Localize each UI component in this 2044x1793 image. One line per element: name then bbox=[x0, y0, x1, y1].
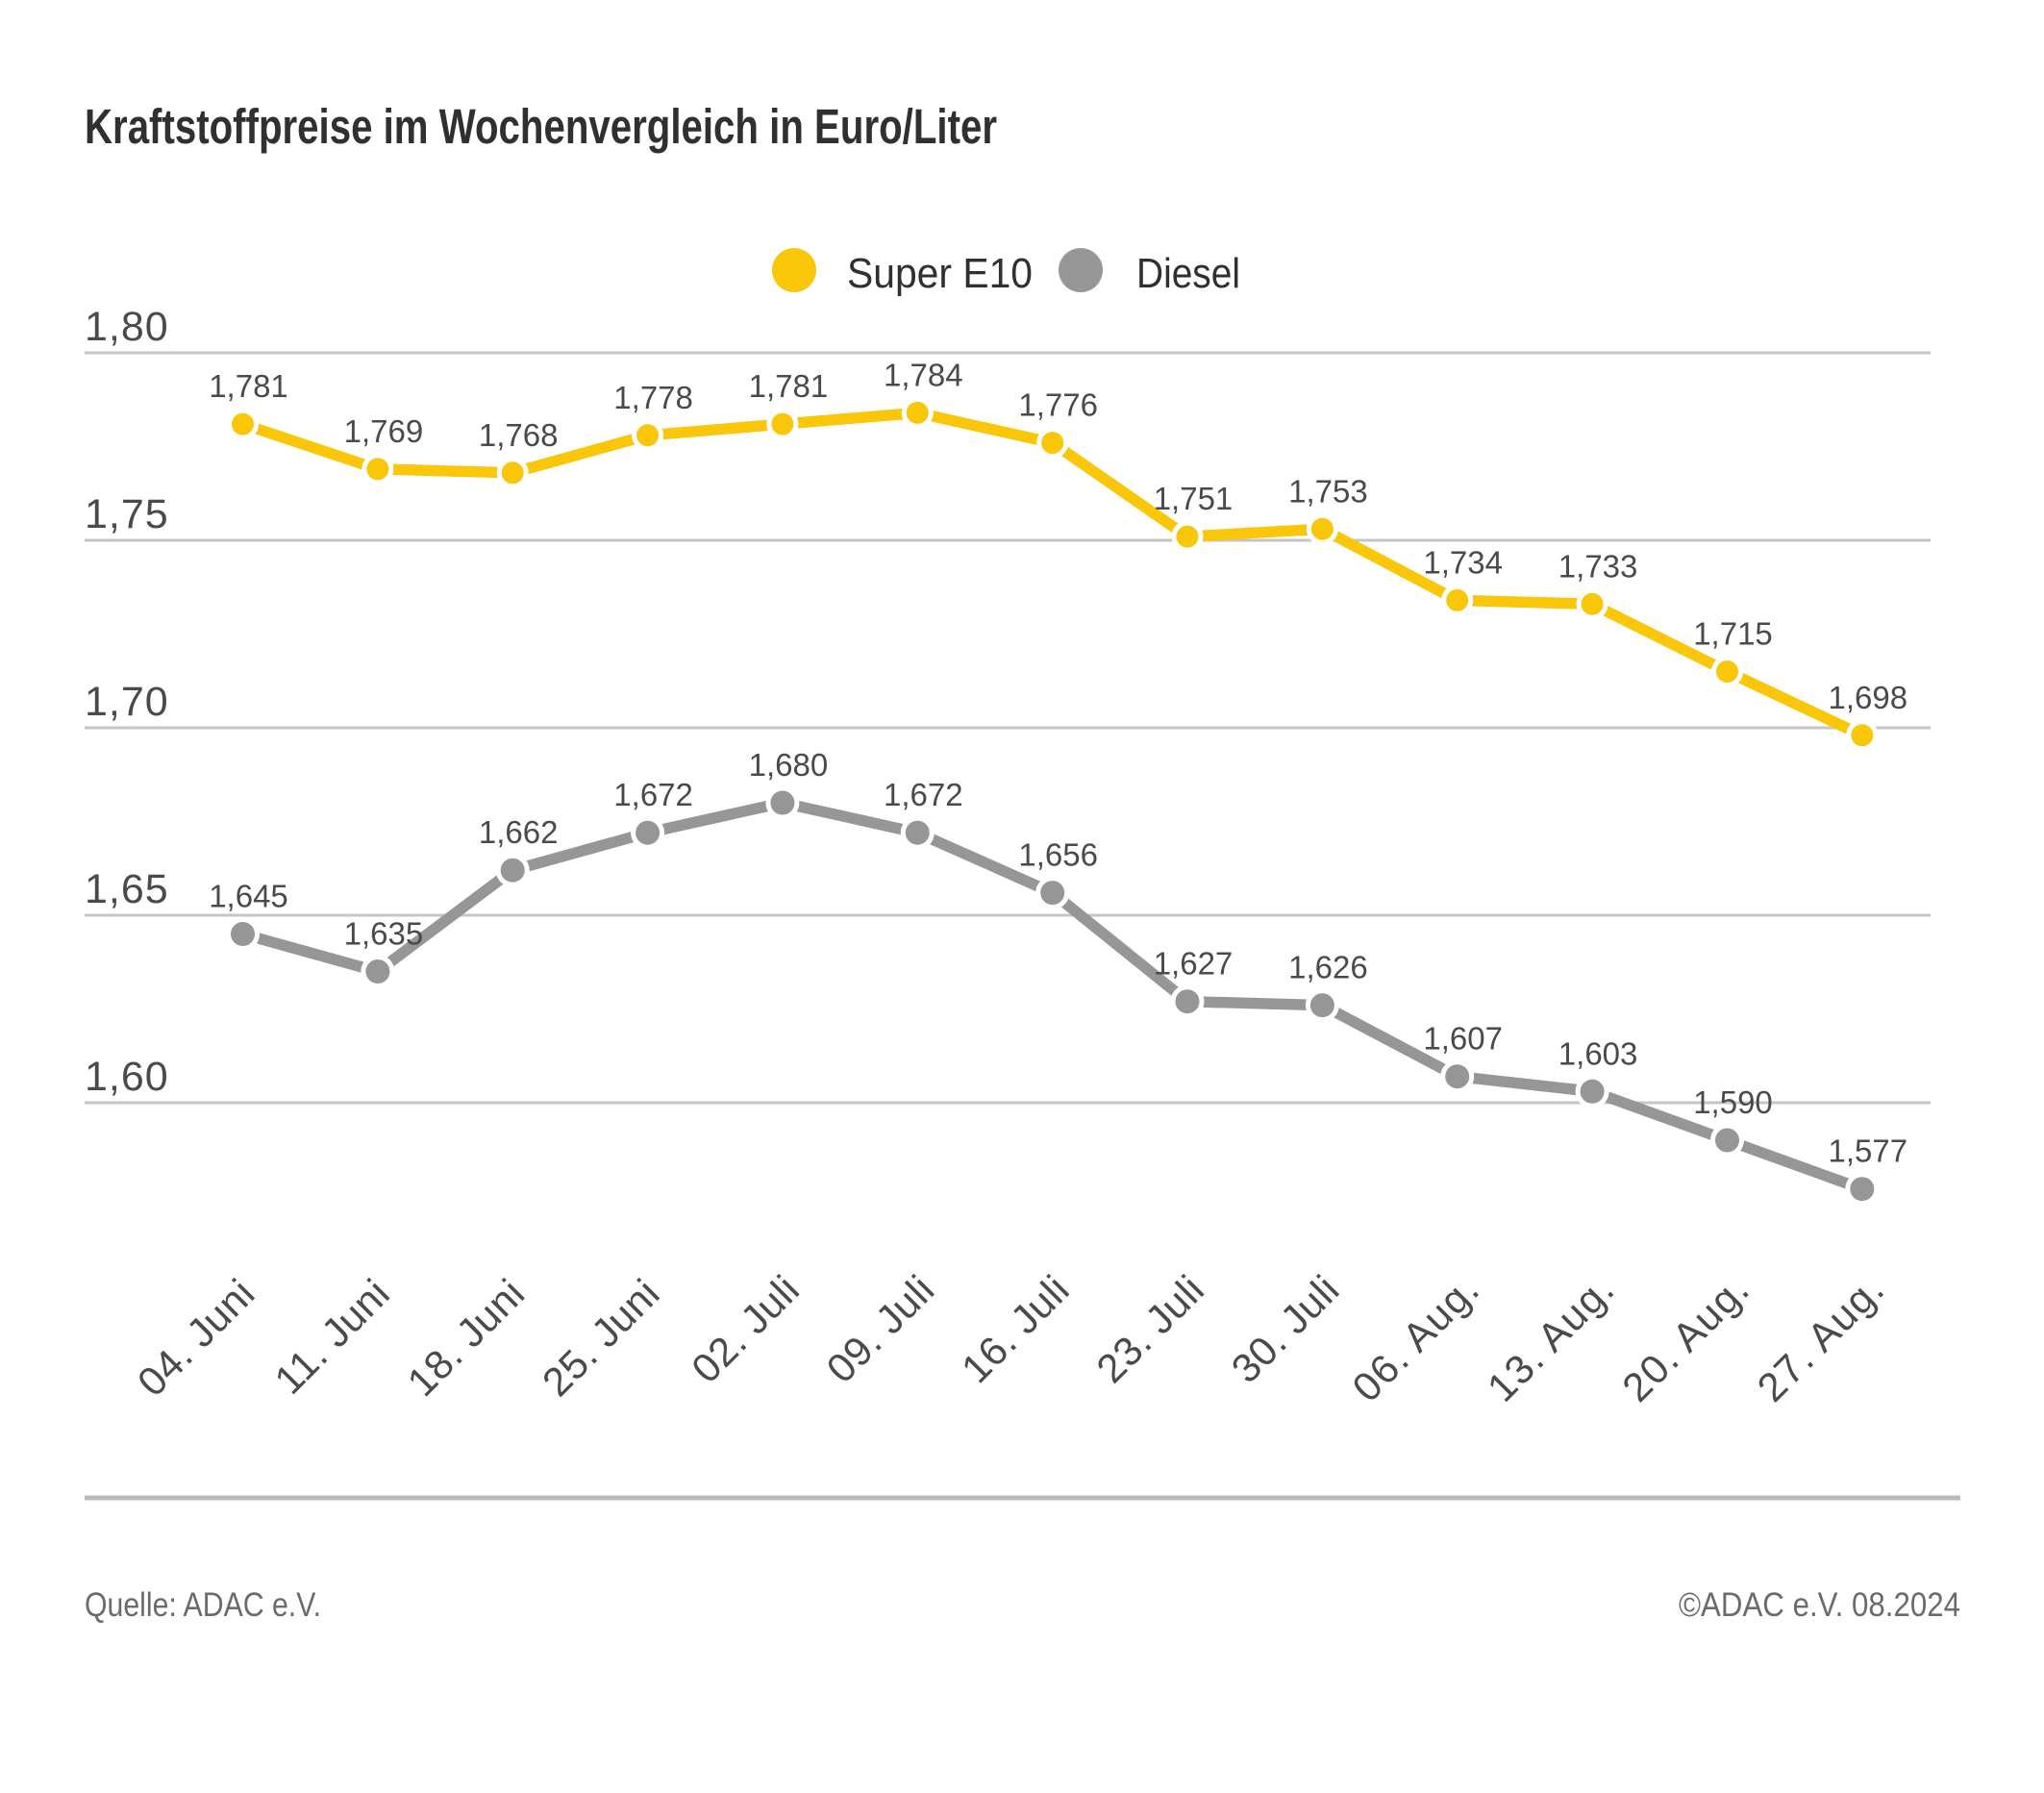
svg-text:1,734: 1,734 bbox=[1423, 544, 1503, 580]
svg-text:1,776: 1,776 bbox=[1018, 387, 1098, 423]
svg-text:1,698: 1,698 bbox=[1829, 680, 1908, 715]
svg-text:1,627: 1,627 bbox=[1154, 946, 1234, 982]
svg-text:Kraftstoffpreise im Wochenverg: Kraftstoffpreise im Wochenvergleich in E… bbox=[85, 99, 997, 154]
svg-text:1,645: 1,645 bbox=[209, 879, 288, 914]
svg-text:Quelle: ADAC e.V.: Quelle: ADAC e.V. bbox=[85, 1586, 321, 1624]
svg-text:1,662: 1,662 bbox=[479, 814, 559, 850]
svg-text:Super E10: Super E10 bbox=[847, 250, 1033, 297]
svg-text:1,778: 1,778 bbox=[613, 380, 693, 415]
svg-text:1,751: 1,751 bbox=[1154, 481, 1234, 516]
svg-text:1,672: 1,672 bbox=[884, 777, 963, 812]
svg-text:1,768: 1,768 bbox=[479, 417, 559, 453]
svg-text:Diesel: Diesel bbox=[1136, 250, 1240, 297]
svg-text:1,656: 1,656 bbox=[1018, 837, 1098, 873]
svg-text:1,80: 1,80 bbox=[85, 304, 169, 350]
svg-text:1,626: 1,626 bbox=[1288, 950, 1368, 985]
svg-text:1,70: 1,70 bbox=[85, 679, 169, 725]
svg-text:1,680: 1,680 bbox=[749, 747, 829, 783]
svg-text:1,781: 1,781 bbox=[749, 368, 829, 404]
svg-text:1,603: 1,603 bbox=[1558, 1035, 1638, 1071]
svg-text:1,784: 1,784 bbox=[884, 357, 963, 392]
svg-text:1,635: 1,635 bbox=[344, 916, 424, 952]
svg-text:1,590: 1,590 bbox=[1693, 1084, 1773, 1120]
svg-text:1,607: 1,607 bbox=[1423, 1021, 1503, 1057]
svg-text:1,715: 1,715 bbox=[1693, 616, 1773, 652]
svg-text:1,781: 1,781 bbox=[209, 368, 288, 404]
svg-text:1,65: 1,65 bbox=[85, 866, 169, 912]
svg-text:1,60: 1,60 bbox=[85, 1054, 169, 1100]
svg-text:1,733: 1,733 bbox=[1558, 548, 1638, 584]
svg-text:1,753: 1,753 bbox=[1288, 473, 1368, 509]
svg-text:1,577: 1,577 bbox=[1829, 1133, 1908, 1169]
svg-text:1,672: 1,672 bbox=[613, 777, 693, 812]
svg-text:1,769: 1,769 bbox=[344, 413, 424, 449]
svg-text:1,75: 1,75 bbox=[85, 491, 169, 537]
svg-text:©ADAC e.V. 08.2024: ©ADAC e.V. 08.2024 bbox=[1679, 1586, 1960, 1624]
